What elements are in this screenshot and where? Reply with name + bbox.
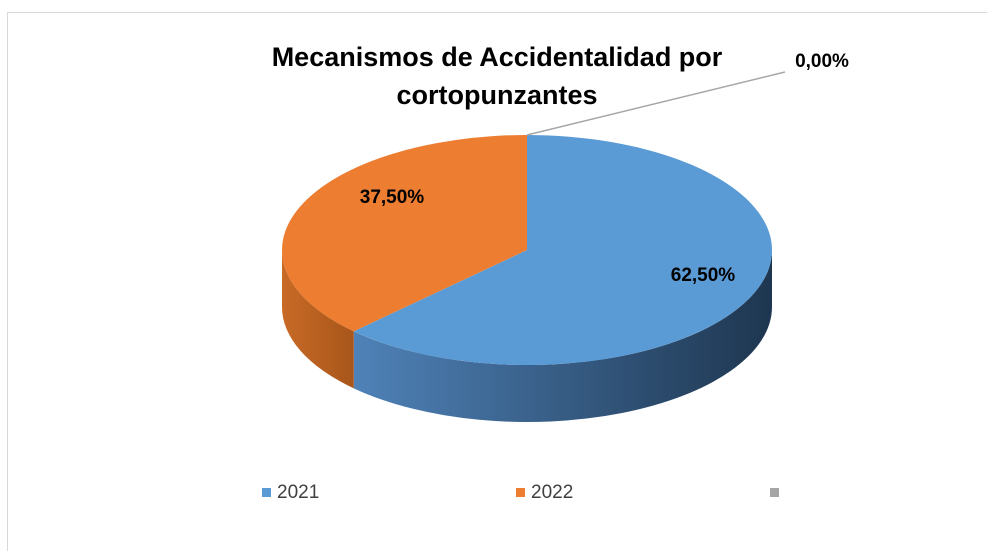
data-label: 0,00% <box>795 51 849 72</box>
legend-label: 2022 <box>531 482 573 503</box>
slice <box>353 135 772 365</box>
legend-swatch <box>516 488 525 497</box>
chart-title: Mecanismos de Accidentalidad por cortopu… <box>271 42 723 110</box>
slice-side <box>353 250 772 422</box>
slice-side <box>282 250 354 389</box>
leader-line <box>526 71 786 136</box>
legend-swatch <box>770 488 779 497</box>
legend-swatch <box>262 488 271 497</box>
chart-border <box>7 12 987 551</box>
data-label: 37,50% <box>360 187 425 208</box>
legend-label: 2021 <box>277 482 319 503</box>
data-label: 62,50% <box>671 265 736 286</box>
slice <box>282 135 527 332</box>
